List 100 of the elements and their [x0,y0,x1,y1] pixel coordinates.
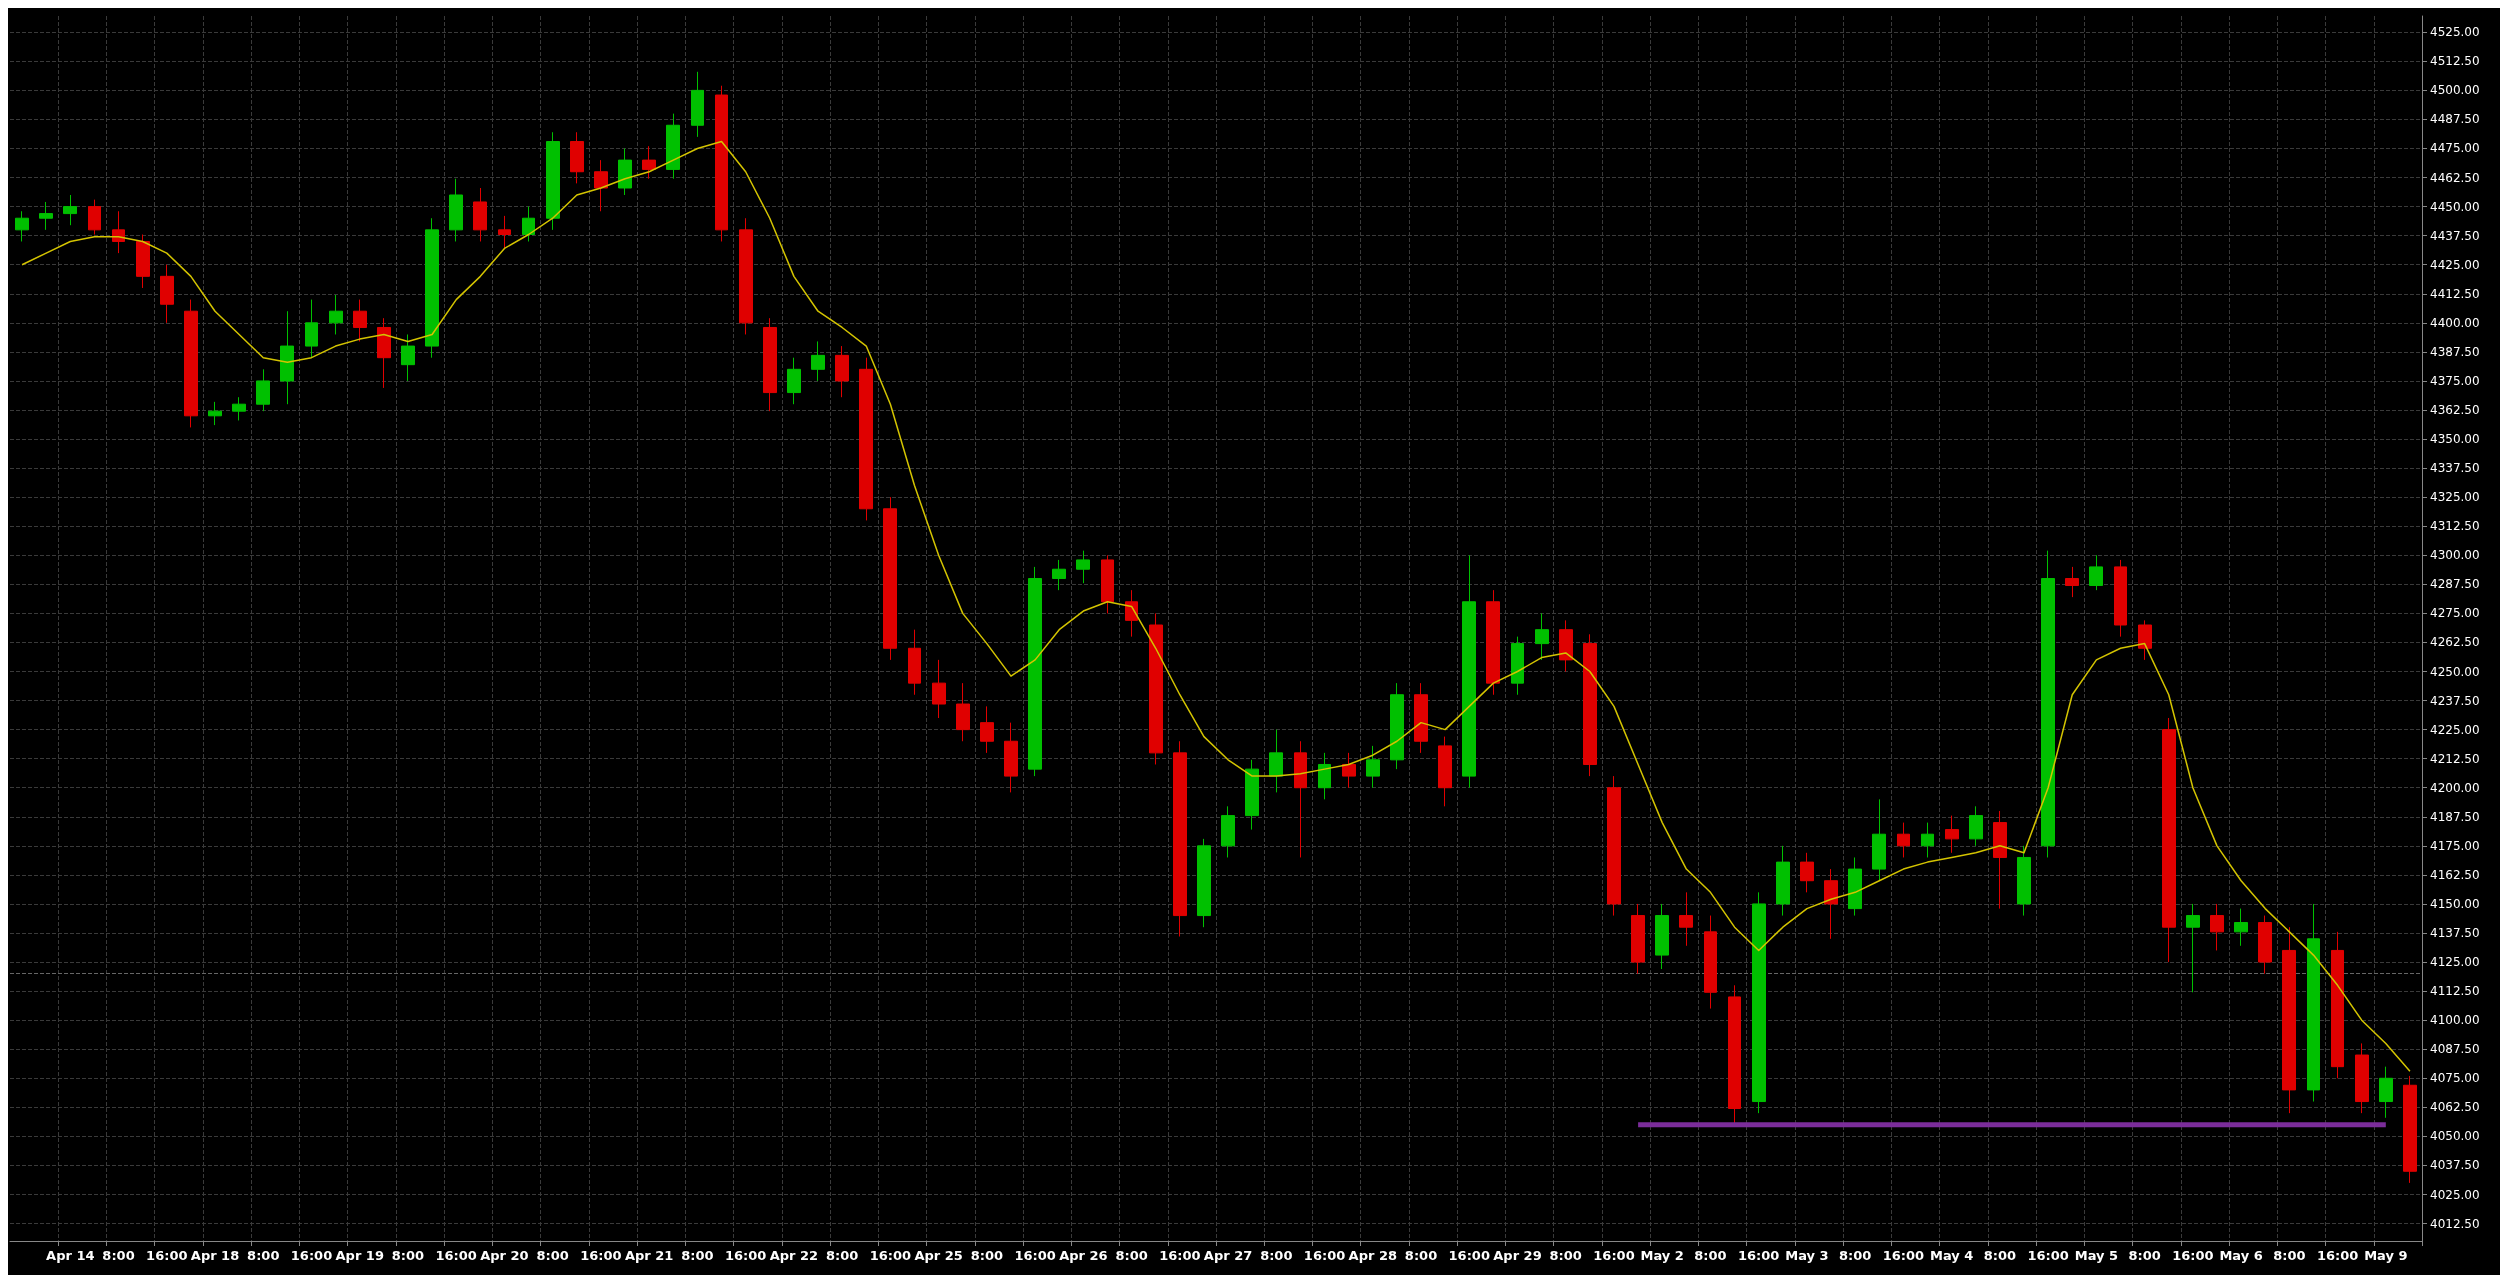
candlestick [570,131,584,184]
candlestick [1414,682,1428,754]
candlestick [280,310,294,405]
y-tick-label: 4050.00 [2430,1129,2480,1144]
x-tick-label: 8:00 [391,1248,425,1263]
candlestick [1872,798,1886,882]
x-tick-label: 8:00 [247,1248,280,1263]
x-tick-label: 16:00 [290,1248,333,1263]
candlestick [305,299,318,359]
y-tick-label: 4350.00 [2430,432,2480,447]
candlestick [1776,845,1790,917]
candlestick [1245,759,1259,831]
y-tick-label: 4462.50 [2430,170,2480,185]
y-tick-label: 4262.50 [2430,635,2480,650]
x-tick-label: May 4 [1929,1248,1974,1263]
y-tick-label: 4425.00 [2430,257,2480,272]
x-tick-label: 16:00 [1303,1248,1346,1263]
y-tick-label: 4162.50 [2430,867,2480,882]
candlestick [401,333,415,382]
candlestick [39,201,53,231]
x-tick-label: Apr 25 [914,1248,963,1263]
candlestick [691,71,704,138]
candlestick [1197,838,1211,928]
candlestick [2234,908,2248,947]
x-tick-label: 8:00 [2273,1248,2306,1263]
candlestick [425,217,439,359]
candlestick [329,294,343,335]
candlestick [1511,636,1524,696]
candlestick [1535,612,1549,661]
candlestick [88,199,101,235]
candlestick [1173,740,1187,937]
candlestick [136,234,150,289]
x-tick-label: 16:00 [2027,1248,2069,1263]
candlestick [15,210,29,242]
candlestick [2355,1042,2369,1114]
y-tick-label: 4137.50 [2430,926,2480,941]
x-tick-label: 8:00 [1839,1248,1872,1263]
y-tick-label: 4112.50 [2430,984,2480,999]
candlestick [546,131,560,231]
candlestick [1824,868,1838,940]
candlestick [932,659,946,719]
x-tick-label: 16:00 [2172,1248,2214,1263]
x-tick-label: 16:00 [146,1248,188,1263]
y-tick-label: 4200.00 [2430,780,2480,795]
y-tick-label: 4400.00 [2430,315,2480,330]
x-tick-label: Apr 20 [480,1248,529,1263]
x-tick-label: 16:00 [435,1248,477,1263]
x-tick-label: Apr 21 [624,1248,674,1263]
candlestick [1318,752,1331,800]
candlestick [763,317,777,412]
y-tick-label: 4312.50 [2430,519,2480,534]
x-tick-label: Apr 19 [335,1248,384,1263]
y-tick-label: 4125.00 [2430,955,2480,970]
candlestick [1583,633,1597,777]
candlestick [1342,752,1356,789]
x-tick-label: 8:00 [1260,1248,1293,1263]
candlestick [1004,722,1018,793]
x-tick-label: 8:00 [1115,1248,1148,1263]
x-tick-label: 16:00 [2316,1248,2359,1263]
candlestick [1704,915,1717,1010]
x-tick-label: 8:00 [970,1248,1004,1263]
y-tick-label: 4475.00 [2430,141,2480,156]
x-tick-label: 8:00 [1694,1248,1727,1263]
candlestick [1149,612,1163,765]
candlestick [1655,903,1669,970]
candlestick [498,215,511,249]
x-tick-label: Apr 18 [190,1248,240,1263]
candlestick [232,396,246,421]
x-tick-label: Apr 26 [1059,1248,1108,1263]
x-tick-label: 8:00 [681,1248,714,1263]
x-tick-label: May 3 [1785,1248,1829,1263]
x-tick-label: May 6 [2219,1248,2263,1263]
candlestick [522,206,535,242]
candlestick [908,629,921,696]
candlestick [377,317,391,389]
candlestick [1945,815,1959,854]
y-tick-label: 4512.50 [2430,54,2480,69]
candlestick [2307,903,2320,1103]
y-tick-label: 4087.50 [2430,1042,2480,1057]
candlestick [980,705,994,754]
candlestick [715,85,728,242]
candlestick [1897,822,1910,858]
y-tick-label: 4212.50 [2430,751,2480,766]
y-tick-label: 4387.50 [2430,344,2480,359]
candlestick [1028,566,1042,777]
y-tick-label: 4487.50 [2430,112,2480,127]
y-tick-label: 4325.00 [2430,490,2480,505]
candlestick [1969,805,1983,847]
candlestick [2162,717,2176,963]
y-tick-label: 4037.50 [2430,1158,2480,1173]
candlestick [2282,926,2296,1114]
x-tick-label: 16:00 [580,1248,622,1263]
candlestick [2065,566,2079,598]
candlestick [256,368,270,412]
line-series [21,140,2411,1073]
x-tick-label: May 5 [2074,1248,2119,1263]
candlestick [1052,559,1066,591]
candlestick [184,299,198,428]
x-tick-label: Apr 22 [769,1248,819,1263]
candlestick [1101,554,1114,614]
